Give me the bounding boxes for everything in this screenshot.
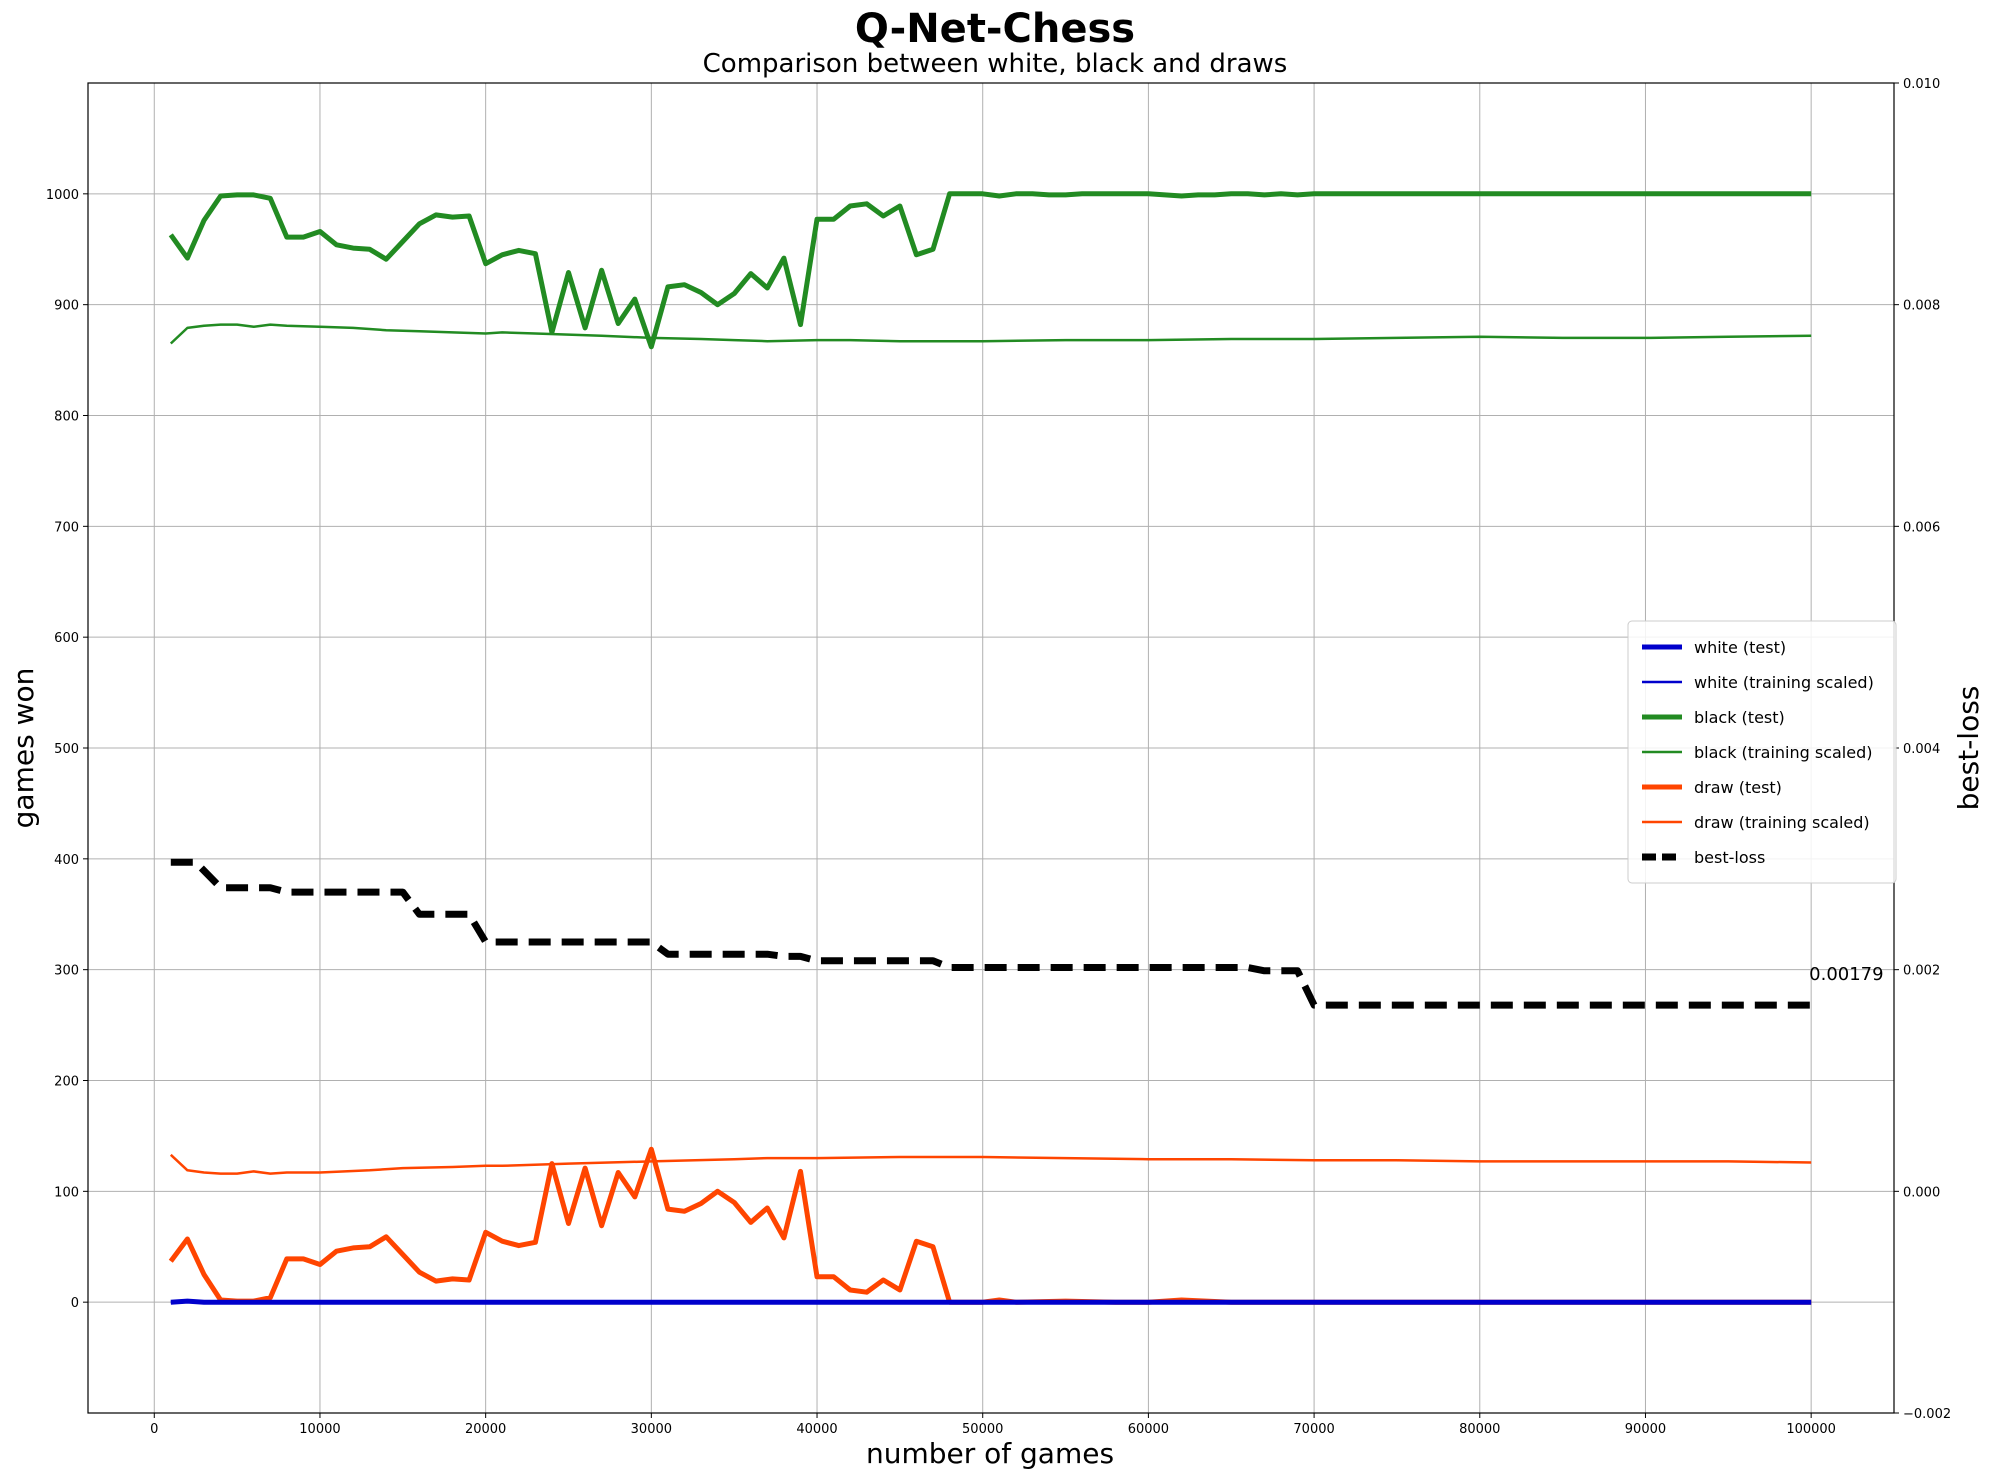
y-tick-label: 700 [54,520,79,535]
y-tick-label: 900 [54,299,79,314]
legend-entry: draw (test) [1694,778,1782,797]
x-tick-label: 70000 [1293,1422,1334,1437]
x-axis-label: number of games [866,1437,1114,1470]
y-tick-label: 400 [54,853,79,868]
grid [88,83,1894,1413]
y2-tick-label: 0.008 [1903,299,1940,314]
y2-tick-label: 0.004 [1903,742,1940,757]
y2-tick-label: 0.006 [1903,520,1940,535]
y-tick-label: 0 [71,1296,79,1311]
y-axis-left: 0 100 200 300 400 500 600 700 800 900 1000 [46,188,88,1311]
chart-title: Q-Net-Chess [855,6,1135,52]
x-tick-label: 20000 [465,1422,506,1437]
y-axis-label: games won [7,668,40,829]
x-tick-label: 60000 [1128,1422,1169,1437]
series-line-best-loss [170,858,1812,1009]
y2-tick-label: −0.002 [1903,1407,1951,1422]
series-layer [168,191,1812,1305]
y-tick-label: 100 [54,1185,79,1200]
y2-tick-label: 0.000 [1903,1185,1940,1200]
series-line-draw-training-scaled [169,1153,1812,1175]
series-line-black-test [168,191,1812,350]
legend-entry: draw (training scaled) [1694,813,1870,832]
x-tick-label: 10000 [299,1422,340,1437]
legend-entry: black (test) [1694,708,1785,727]
y-tick-label: 500 [54,742,79,757]
x-tick-label: 100000 [1786,1422,1836,1437]
best-loss-annotation: 0.00179 [1809,964,1883,985]
y-tick-label: 800 [54,410,79,425]
legend-entry: white (test) [1694,638,1786,657]
series-line-white-test [170,1298,1812,1305]
legend-entry: white (training scaled) [1694,673,1874,692]
y-tick-label: 300 [54,964,79,979]
y-tick-label: 600 [54,631,79,646]
legend-entry: best-loss [1694,848,1765,867]
y2-tick-label: 0.002 [1903,964,1940,979]
y-tick-label: 1000 [46,188,79,203]
x-tick-label: 30000 [631,1422,672,1437]
chart-subtitle: Comparison between white, black and draw… [703,49,1288,79]
series-line-draw-test [168,1146,1812,1305]
x-axis: 0 10000 20000 30000 40000 50000 60000 70000 8000… [150,1413,1836,1437]
legend-box [1627,620,1897,884]
y2-axis-label: best-loss [1952,686,1985,811]
y2-tick-label: 0.010 [1903,77,1940,92]
x-tick-label: 50000 [962,1422,1003,1437]
legend: white (test) white (training scaled) black… [1627,620,1897,884]
x-tick-label: 80000 [1459,1422,1500,1437]
series-line-black-training-scaled [169,323,1812,345]
y-axis-right: −0.002 0.000 0.002 0.004 0.006 0.008 0.010 [1894,77,1951,1422]
x-tick-label: 40000 [796,1422,837,1437]
y-tick-label: 200 [54,1075,79,1090]
legend-entry: black (training scaled) [1694,743,1873,762]
x-tick-label: 90000 [1625,1422,1666,1437]
x-tick-label: 0 [150,1422,158,1437]
